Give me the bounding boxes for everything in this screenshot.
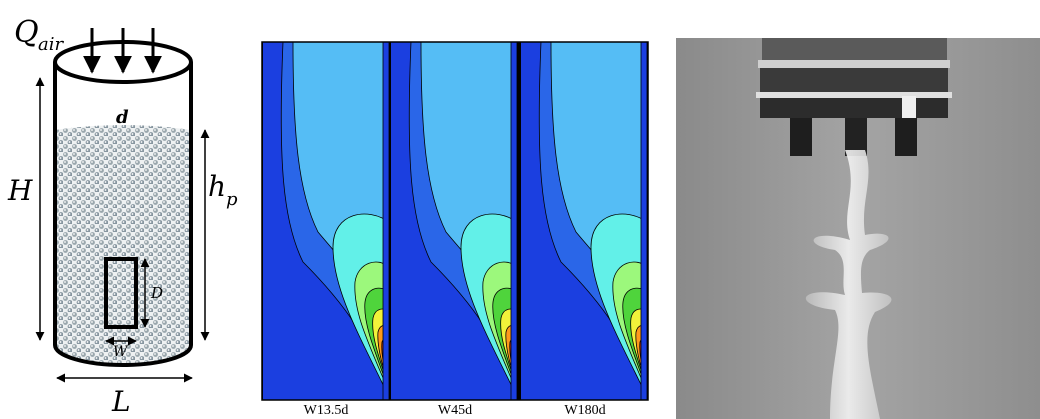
photograph xyxy=(676,38,1040,419)
window-height-label: D xyxy=(150,284,163,302)
panel-label: W180d xyxy=(564,403,605,418)
height-label: H xyxy=(7,174,33,207)
flow-symbol: Q xyxy=(14,15,39,50)
panel-label: W13.5d xyxy=(304,403,349,418)
length-label: L xyxy=(111,385,131,418)
bed-height-symbol: h xyxy=(208,170,226,203)
window-width-label: W xyxy=(113,344,129,360)
particle-diameter: d xyxy=(116,107,129,128)
schematic: Q air d H h p D W L xyxy=(7,15,238,418)
panel-label: W45d xyxy=(438,403,472,418)
bed-height-subscript: p xyxy=(226,189,238,210)
simulation-panels: W13.5d W45d W180d xyxy=(261,41,649,418)
flow-subscript: air xyxy=(38,34,64,55)
